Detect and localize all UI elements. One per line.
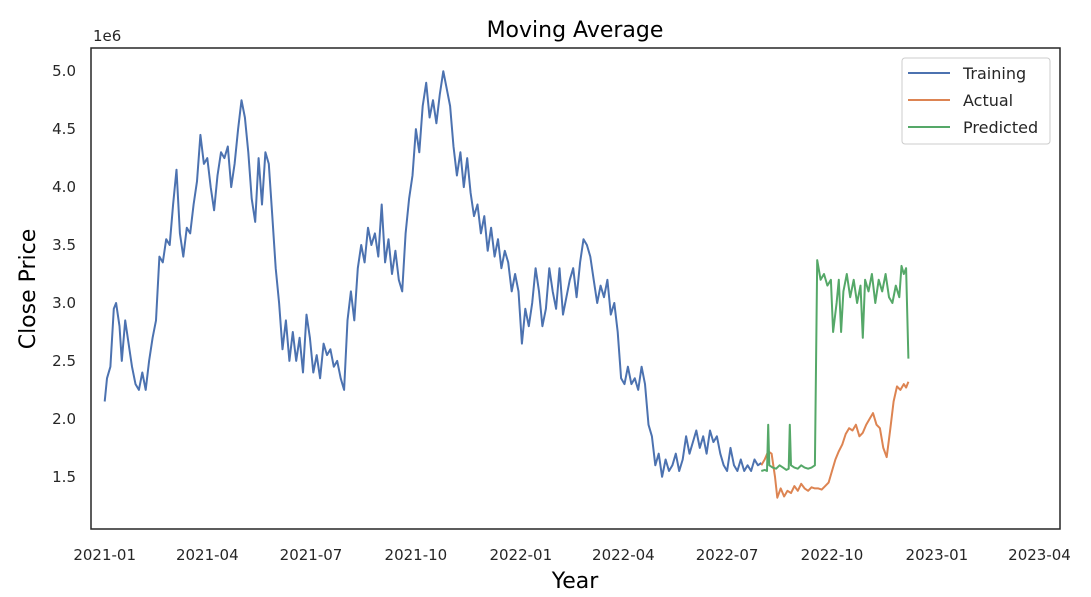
x-tick-label: 2023-04 <box>1008 546 1071 564</box>
y-tick-label: 5.0 <box>52 62 76 80</box>
series-line-actual <box>760 381 910 499</box>
y-axis-offset-label: 1e6 <box>93 27 121 45</box>
y-tick-label: 4.5 <box>52 120 76 138</box>
y-tick-label: 4.0 <box>52 178 76 196</box>
x-tick-label: 2021-07 <box>280 546 343 564</box>
series-line-predicted <box>760 259 910 472</box>
y-axis-label: Close Price <box>16 229 41 350</box>
x-axis-label: Year <box>551 569 600 594</box>
y-tick-label: 3.5 <box>52 236 76 254</box>
series-line-training <box>103 70 762 478</box>
legend-label-predicted: Predicted <box>963 118 1038 137</box>
x-axis-ticks: 2021-01 2021-04 2021-07 2021-10 2022-01 2022-… <box>73 546 1070 564</box>
x-tick-label: 2023-01 <box>906 546 969 564</box>
x-tick-label: 2022-10 <box>801 546 864 564</box>
x-tick-label: 2021-01 <box>73 546 136 564</box>
series-lines <box>103 70 910 499</box>
y-axis-ticks: 1.5 2.0 2.5 3.0 3.5 4.0 4.5 5.0 <box>52 62 76 486</box>
chart-title: Moving Average <box>487 18 664 43</box>
legend-box <box>901 57 1051 145</box>
x-tick-label: 2021-04 <box>176 546 239 564</box>
y-tick-label: 2.5 <box>52 352 76 370</box>
x-tick-label: 2021-10 <box>385 546 448 564</box>
y-tick-label: 3.0 <box>52 294 76 312</box>
x-tick-label: 2022-04 <box>592 546 655 564</box>
axes-frame <box>90 47 1061 530</box>
plot-area <box>90 47 1061 530</box>
y-tick-label: 2.0 <box>52 410 76 428</box>
y-tick-label: 1.5 <box>52 468 76 486</box>
x-tick-label: 2022-01 <box>489 546 552 564</box>
legend: Training Actual Predicted <box>901 57 1051 145</box>
x-tick-label: 2022-07 <box>696 546 759 564</box>
legend-label-training: Training <box>962 64 1026 83</box>
legend-label-actual: Actual <box>963 91 1013 110</box>
